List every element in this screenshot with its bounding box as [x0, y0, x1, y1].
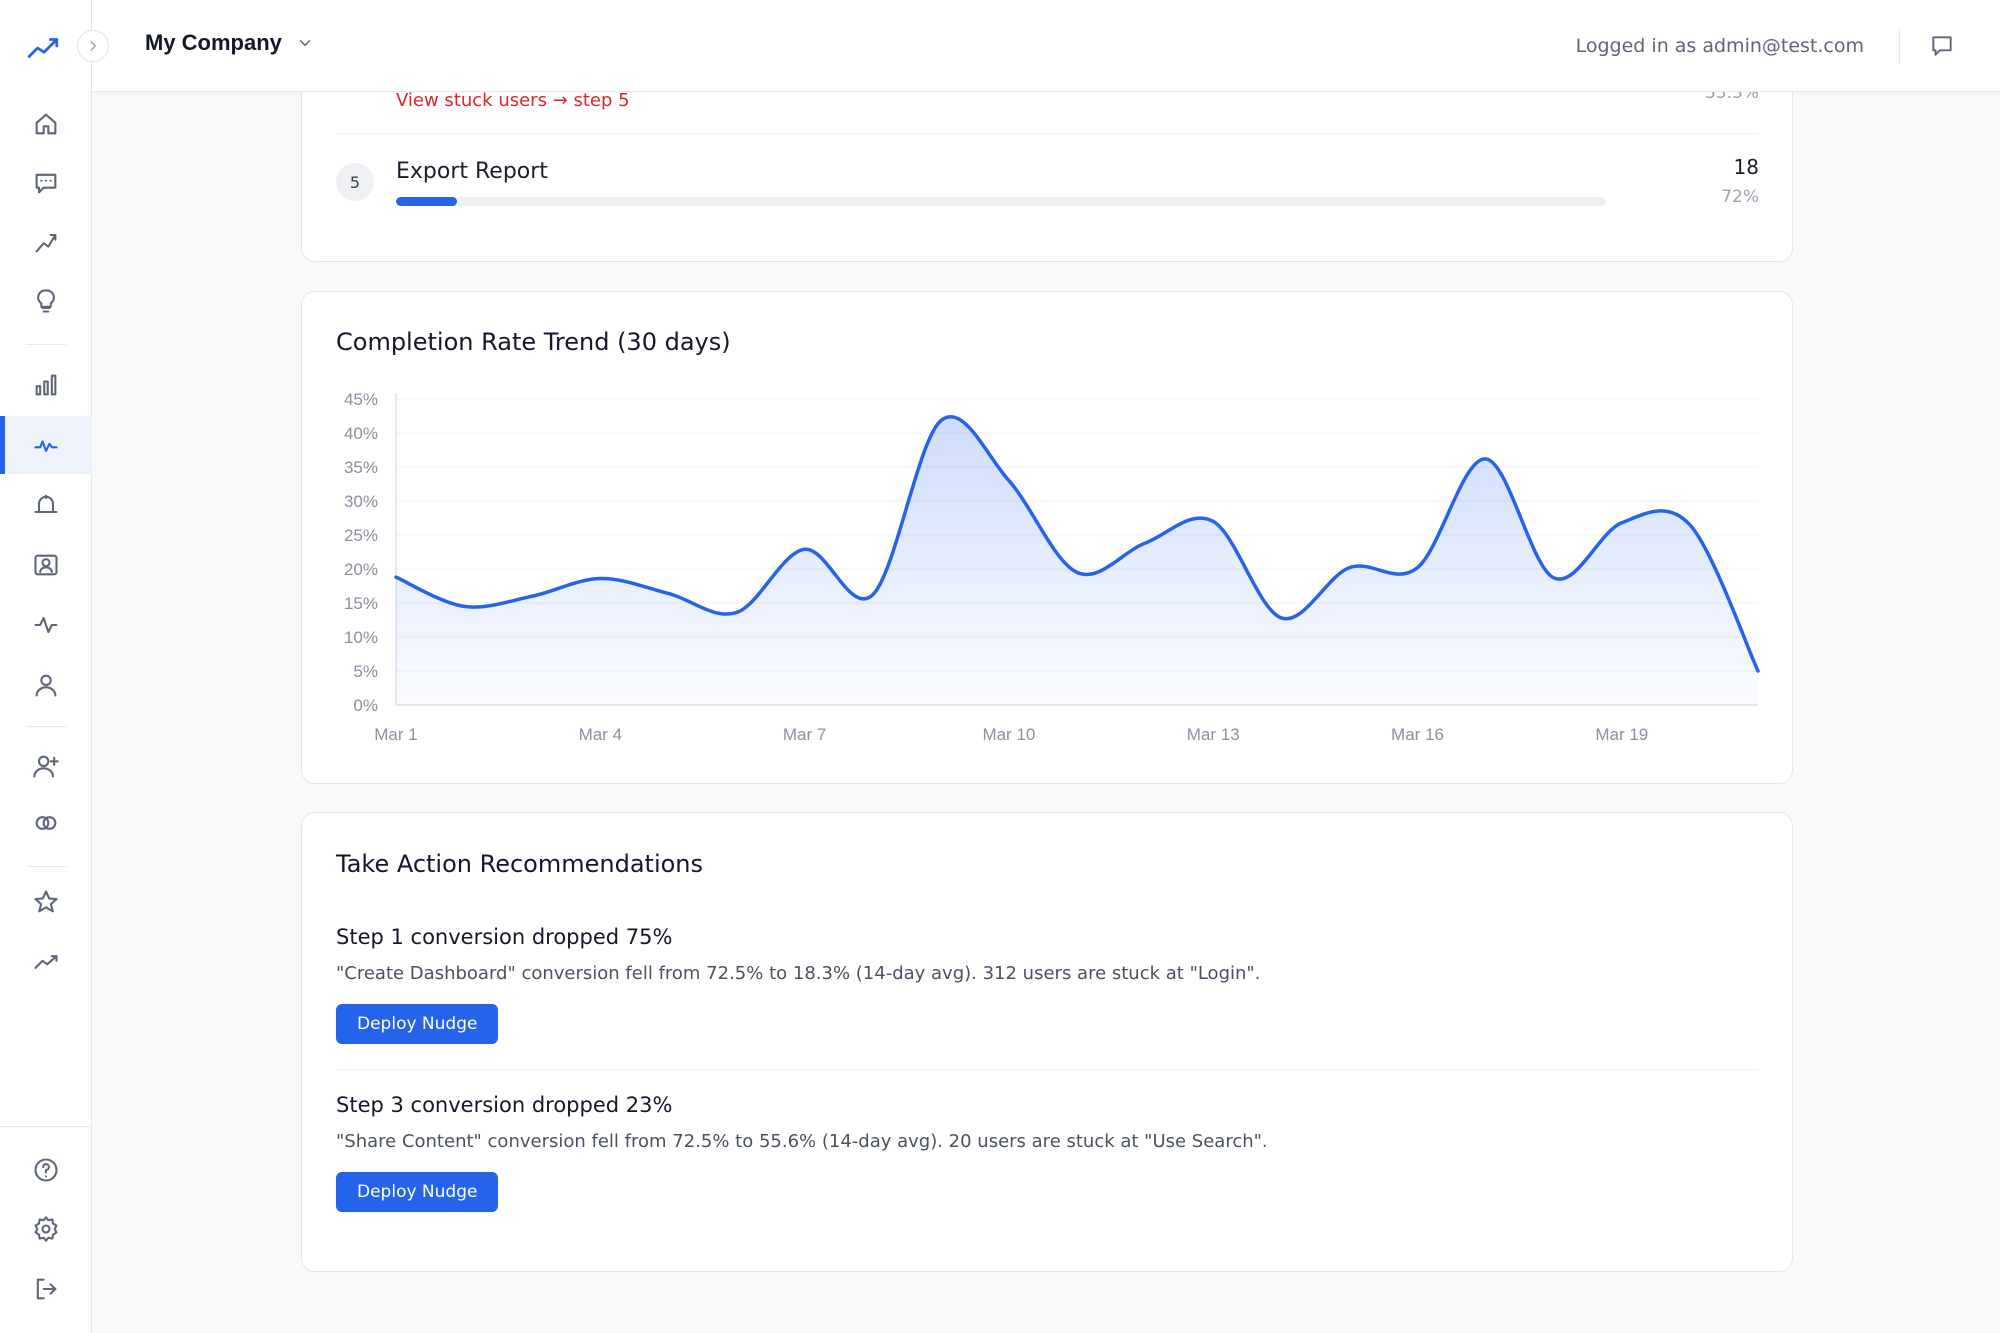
sidebar-divider — [26, 866, 66, 867]
row-divider — [336, 133, 1758, 134]
step-progress-bar — [396, 197, 1606, 206]
lightbulb-icon — [37, 289, 55, 313]
sidebar-expand-button[interactable] — [77, 30, 109, 62]
y-tick-label: 30% — [344, 492, 378, 511]
recommendations-title: Take Action Recommendations — [336, 850, 704, 878]
sidebar-item-users[interactable] — [0, 656, 92, 714]
sidebar-item-analytics[interactable] — [0, 356, 92, 414]
view-stuck-users-link[interactable]: View stuck users → step 5 — [396, 90, 630, 111]
sidebar-item-segments[interactable] — [0, 794, 92, 852]
sidebar-item-alerts[interactable] — [0, 476, 92, 534]
app-logo-icon[interactable] — [24, 30, 64, 66]
sidebar-item-messages[interactable] — [0, 154, 92, 212]
sidebar-item-contacts[interactable] — [0, 536, 92, 594]
sidebar-item-growth[interactable] — [0, 933, 92, 991]
x-tick-label: Mar 7 — [783, 725, 826, 744]
sidebar-item-help[interactable] — [0, 1141, 92, 1199]
sidebar-item-funnels[interactable] — [0, 416, 92, 474]
bell-icon — [34, 494, 58, 514]
user-icon — [35, 674, 57, 697]
sidebar-item-insights[interactable] — [0, 272, 92, 330]
recommendation-description: "Share Content" conversion fell from 72.… — [336, 1131, 1268, 1152]
y-tick-label: 20% — [344, 560, 378, 579]
x-tick-label: Mar 13 — [1187, 725, 1240, 744]
recommendation-title: Step 1 conversion dropped 75% — [336, 925, 673, 949]
step-user-count: 18 — [1733, 155, 1759, 179]
x-tick-label: Mar 4 — [579, 725, 622, 744]
segments-icon — [35, 816, 57, 830]
y-tick-label: 25% — [344, 526, 378, 545]
completion-rate-chart: 0% 5% 10% 15% 20% 25% 30% 35% 40% 45% Mar 1 Mar 4 Ma… — [344, 390, 1760, 744]
company-name: My Company — [145, 30, 282, 55]
chart-title: Completion Rate Trend (30 days) — [336, 328, 731, 356]
recommendations-card: Take Action Recommendations Step 1 conve… — [301, 812, 1793, 1272]
feedback-button[interactable] — [1926, 30, 1958, 62]
company-switcher[interactable]: My Company — [145, 30, 314, 56]
funnel-pulse-icon — [34, 440, 58, 452]
y-tick-label: 45% — [344, 390, 378, 409]
chat-icon — [1932, 36, 1952, 56]
star-icon — [34, 890, 58, 913]
header-divider — [1899, 28, 1900, 64]
user-plus-icon — [33, 755, 59, 778]
sidebar-item-logout[interactable] — [0, 1260, 92, 1318]
sidebar-item-invite[interactable] — [0, 737, 92, 795]
completion-trend-card: Completion Rate Trend (30 days) 0% 5% 10% 1… — [301, 291, 1793, 784]
chevron-right-icon — [90, 41, 96, 51]
step-percent: 72% — [1721, 187, 1759, 207]
recommendation-item: Step 1 conversion dropped 75% "Create Da… — [336, 925, 1758, 1044]
y-tick-label: 0% — [353, 696, 378, 715]
y-tick-label: 5% — [353, 662, 378, 681]
sidebar-divider — [26, 344, 66, 345]
sidebar-item-favorites[interactable] — [0, 873, 92, 931]
y-tick-label: 35% — [344, 458, 378, 477]
x-tick-label: Mar 10 — [982, 725, 1035, 744]
help-icon — [34, 1158, 58, 1182]
step-name: Export Report — [396, 159, 548, 184]
logged-in-label: Logged in as admin@test.com — [1575, 35, 1864, 57]
bar-chart-icon — [35, 374, 57, 396]
growth-icon — [34, 955, 58, 969]
y-tick-label: 10% — [344, 628, 378, 647]
x-tick-label: Mar 1 — [374, 725, 417, 744]
settings-icon — [34, 1216, 58, 1242]
deploy-nudge-button[interactable]: Deploy Nudge — [336, 1004, 499, 1044]
series-line — [394, 415, 1760, 673]
x-tick-label: Mar 19 — [1595, 725, 1648, 744]
chevron-down-icon — [299, 40, 311, 46]
recommendation-item: Step 3 conversion dropped 23% "Share Con… — [336, 1093, 1758, 1212]
top-header: My Company Logged in as admin@test.com — [92, 0, 2000, 92]
sidebar-footer-divider — [0, 1126, 92, 1127]
recommendation-title: Step 3 conversion dropped 23% — [336, 1093, 673, 1117]
home-icon — [35, 113, 57, 135]
sidebar — [0, 0, 92, 1333]
sidebar-item-trends[interactable] — [0, 213, 92, 271]
contact-card-icon — [34, 554, 58, 576]
logout-icon — [36, 1278, 57, 1300]
series-area — [396, 416, 1758, 705]
sidebar-item-settings[interactable] — [0, 1200, 92, 1258]
y-tick-label: 15% — [344, 594, 378, 613]
activity-icon — [34, 616, 58, 634]
sidebar-divider — [26, 726, 66, 727]
x-tick-label: Mar 16 — [1391, 725, 1444, 744]
recommendation-description: "Create Dashboard" conversion fell from … — [336, 963, 1261, 984]
message-icon — [35, 173, 57, 194]
sidebar-item-activity[interactable] — [0, 596, 92, 654]
step-progress-fill — [396, 197, 457, 206]
sidebar-item-home[interactable] — [0, 95, 92, 153]
trend-icon — [35, 233, 57, 253]
deploy-nudge-button[interactable]: Deploy Nudge — [336, 1172, 499, 1212]
recommendation-divider — [336, 1069, 1758, 1070]
step-number-badge: 5 — [336, 163, 374, 201]
y-tick-label: 40% — [344, 424, 378, 443]
